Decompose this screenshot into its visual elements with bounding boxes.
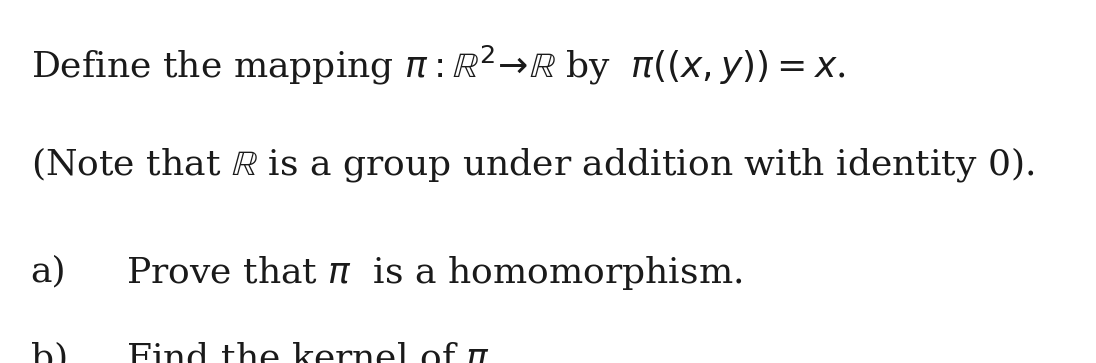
Text: Prove that $\pi$  is a homomorphism.: Prove that $\pi$ is a homomorphism. (126, 254, 742, 292)
Text: Define the mapping $\pi : \mathbb{R}^2{\!\rightarrow\!}\mathbb{R}$ by $\;\pi((x,: Define the mapping $\pi : \mathbb{R}^2{\… (31, 44, 845, 87)
Text: b): b) (31, 341, 68, 363)
Text: a): a) (31, 254, 67, 288)
Text: (Note that $\mathbb{R}$ is a group under addition with identity 0).: (Note that $\mathbb{R}$ is a group under… (31, 145, 1035, 184)
Text: Find the kernel of $\pi$.: Find the kernel of $\pi$. (126, 341, 498, 363)
